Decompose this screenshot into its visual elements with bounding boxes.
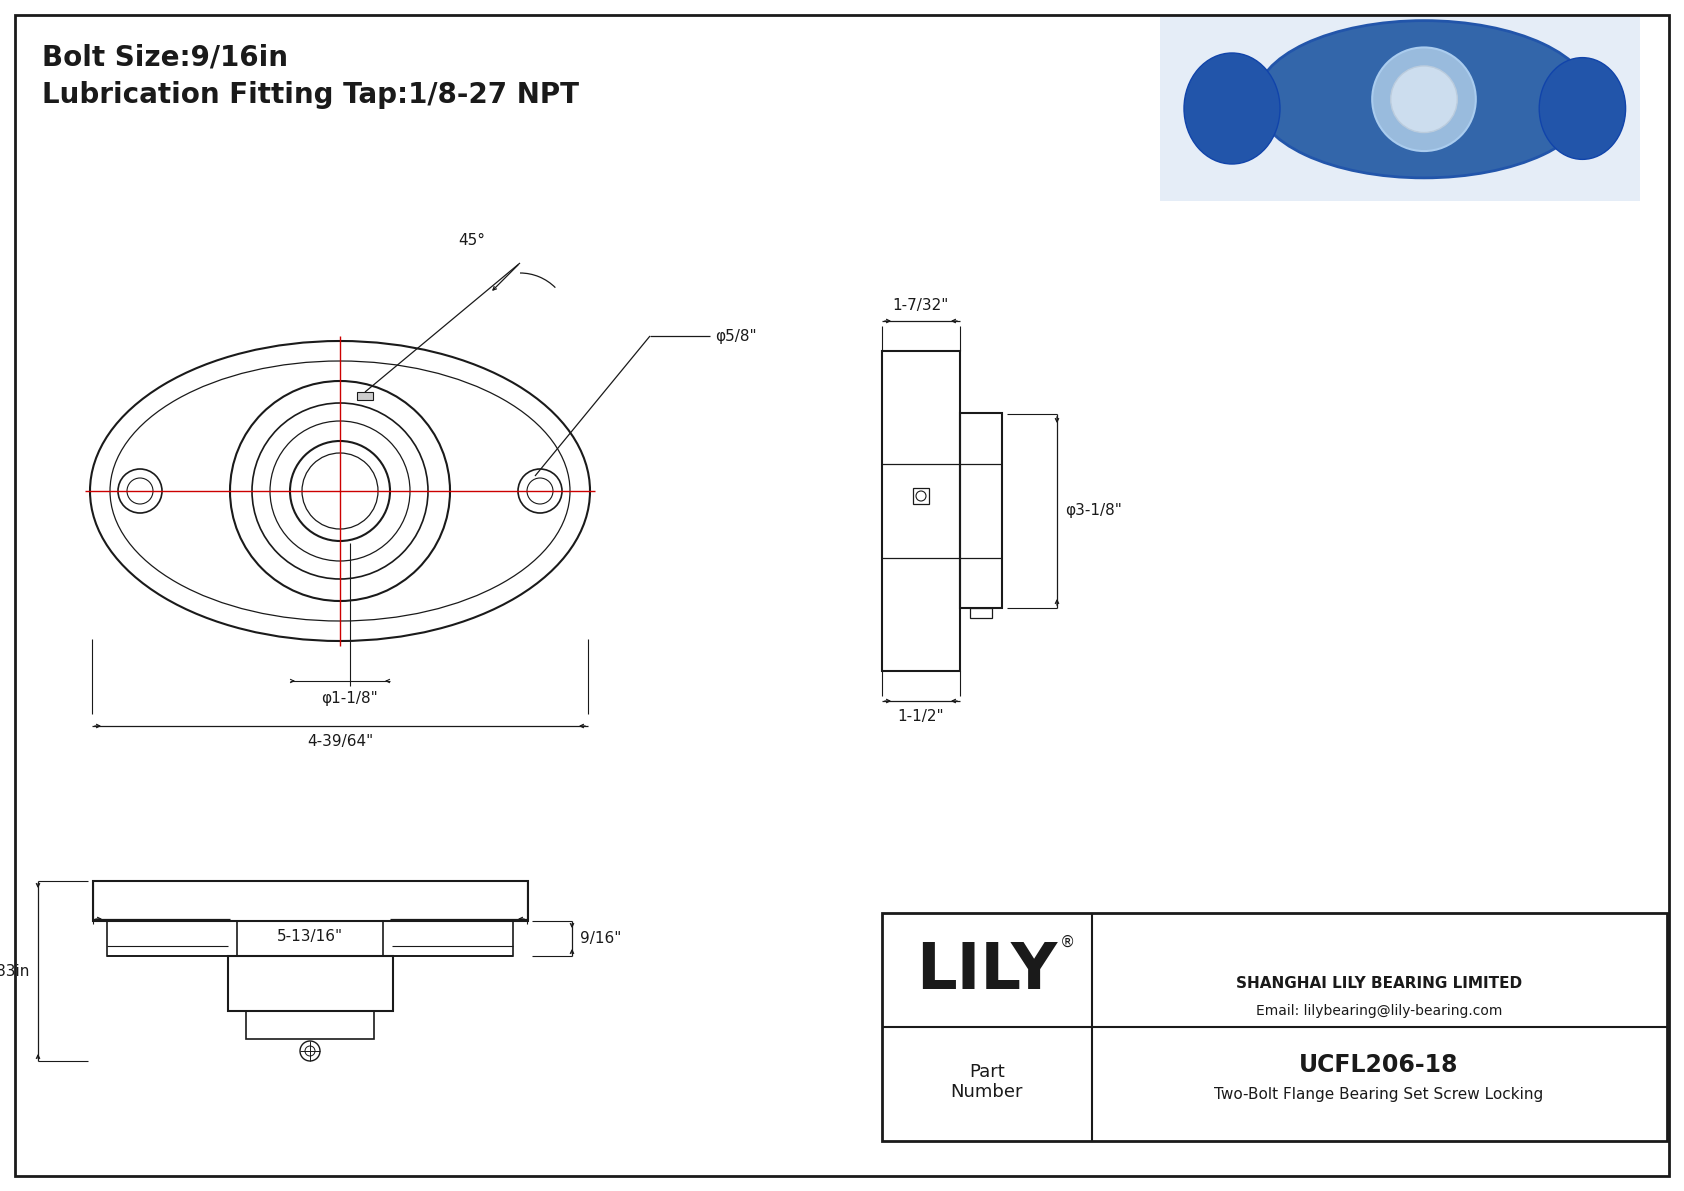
Bar bbox=[93, 881, 529, 921]
Text: 1-7/32": 1-7/32" bbox=[893, 298, 950, 313]
Bar bbox=[882, 351, 960, 671]
Bar bbox=[882, 913, 1667, 1141]
Text: 1.583in: 1.583in bbox=[0, 964, 30, 979]
Bar bbox=[357, 392, 372, 400]
Text: φ3-1/8": φ3-1/8" bbox=[1064, 504, 1122, 518]
Text: SHANGHAI LILY BEARING LIMITED: SHANGHAI LILY BEARING LIMITED bbox=[1236, 975, 1522, 991]
Text: 4-39/64": 4-39/64" bbox=[306, 734, 374, 749]
Bar bbox=[913, 488, 930, 504]
Text: 5-13/16": 5-13/16" bbox=[276, 929, 344, 944]
Bar bbox=[1160, 15, 1640, 201]
Text: ®: ® bbox=[1059, 935, 1076, 950]
Ellipse shape bbox=[1184, 54, 1280, 164]
Ellipse shape bbox=[1539, 57, 1625, 160]
Text: Email: lilybearing@lily-bearing.com: Email: lilybearing@lily-bearing.com bbox=[1256, 1004, 1502, 1018]
Bar bbox=[108, 921, 237, 956]
Bar bbox=[382, 921, 514, 956]
Text: Bolt Size:9/16in: Bolt Size:9/16in bbox=[42, 43, 288, 71]
Text: Two-Bolt Flange Bearing Set Screw Locking: Two-Bolt Flange Bearing Set Screw Lockin… bbox=[1214, 1087, 1544, 1103]
Text: 45°: 45° bbox=[458, 233, 485, 248]
Text: UCFL206-18: UCFL206-18 bbox=[1300, 1053, 1458, 1077]
Bar bbox=[227, 956, 392, 1011]
Text: LILY: LILY bbox=[916, 940, 1058, 1002]
Text: φ5/8": φ5/8" bbox=[716, 329, 756, 343]
Circle shape bbox=[1391, 66, 1457, 132]
Text: Lubrication Fitting Tap:1/8-27 NPT: Lubrication Fitting Tap:1/8-27 NPT bbox=[42, 81, 579, 110]
Bar bbox=[246, 1011, 374, 1039]
Text: Part
Number: Part Number bbox=[951, 1062, 1024, 1102]
Bar bbox=[960, 413, 1002, 607]
Bar bbox=[970, 607, 992, 618]
Text: 1-1/2": 1-1/2" bbox=[898, 709, 945, 724]
Text: 9/16": 9/16" bbox=[579, 931, 621, 947]
Text: φ1-1/8": φ1-1/8" bbox=[322, 691, 379, 706]
Circle shape bbox=[1372, 48, 1475, 151]
Ellipse shape bbox=[1256, 20, 1591, 177]
